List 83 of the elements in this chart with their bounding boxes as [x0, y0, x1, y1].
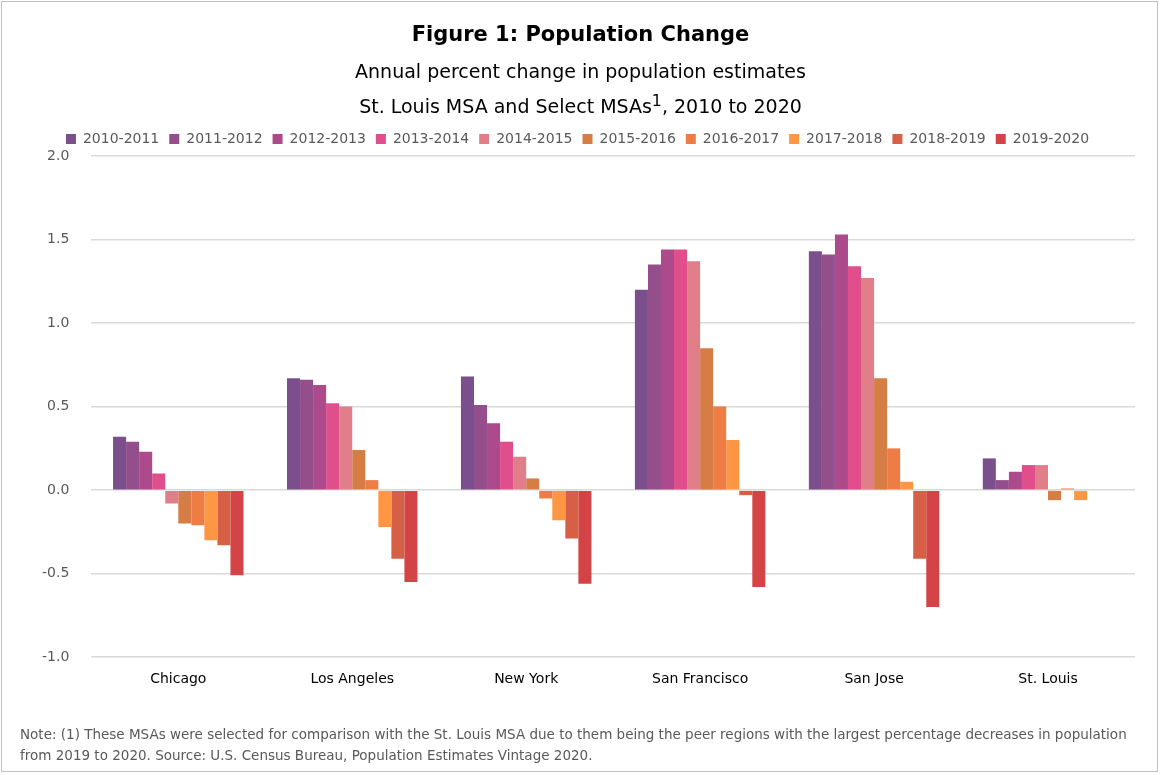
- bar: [565, 490, 579, 539]
- chart-title: Figure 1: Population Change: [410, 22, 751, 46]
- legend-label: 2018-2019: [909, 129, 986, 146]
- legend-label: 2013-2014: [392, 129, 470, 146]
- bar: [552, 490, 566, 521]
- bar: [391, 490, 405, 559]
- legend-label: 2016-2017: [702, 129, 780, 146]
- x-tick-label: Los Angeles: [310, 670, 395, 687]
- bar: [1008, 471, 1022, 490]
- bar: [191, 490, 205, 526]
- y-tick-label: 2.0: [47, 146, 70, 163]
- bar: [647, 264, 661, 490]
- x-tick-label: San Francisco: [652, 670, 749, 687]
- bar: [713, 406, 727, 490]
- legend-label: 2015-2016: [599, 129, 676, 146]
- legend-label: 2014-2015: [496, 129, 573, 146]
- legend-label: 2019-2020: [1012, 129, 1090, 146]
- y-tick-label: 0.5: [47, 397, 70, 414]
- bar: [217, 490, 231, 546]
- bar: [926, 490, 940, 608]
- legend-label: 2012-2013: [289, 129, 366, 146]
- bar: [700, 348, 714, 490]
- bar: [365, 480, 379, 490]
- bar: [404, 490, 418, 583]
- x-tick-label: St. Louis: [1018, 670, 1078, 687]
- bar: [874, 378, 888, 490]
- bar: [660, 249, 675, 490]
- bar: [339, 406, 353, 490]
- legend-label: 2010-2011: [82, 129, 160, 146]
- bar: [913, 490, 927, 559]
- bar: [113, 436, 127, 490]
- bar: [474, 404, 488, 490]
- bar: [352, 450, 366, 490]
- bar: [1074, 490, 1088, 501]
- y-tick-label: -1.0: [41, 647, 70, 664]
- bar: [126, 441, 140, 490]
- legend-label: 2017-2018: [806, 129, 883, 146]
- bar: [378, 490, 392, 527]
- bar: [752, 490, 766, 588]
- bar: [1034, 465, 1049, 490]
- bar: [513, 456, 527, 490]
- bar: [1021, 465, 1035, 490]
- bar: [995, 480, 1009, 490]
- bar: [834, 234, 848, 490]
- bar: [287, 378, 301, 490]
- y-tick-label: 1.0: [47, 313, 70, 330]
- bar: [808, 251, 822, 490]
- y-tick-label: 1.5: [47, 230, 70, 247]
- bar: [313, 384, 327, 490]
- legend-label: 2011-2012: [186, 129, 263, 146]
- bar: [230, 490, 244, 576]
- bar: [526, 478, 540, 490]
- x-tick-label: New York: [494, 670, 560, 687]
- bar: [139, 451, 153, 490]
- bar: [900, 481, 914, 490]
- bar: [460, 376, 474, 490]
- x-tick-label: San Jose: [844, 670, 904, 687]
- bar: [726, 440, 740, 490]
- y-tick-label: 0.0: [47, 480, 70, 497]
- bar: [739, 490, 753, 496]
- bar: [847, 266, 862, 490]
- bar: [204, 490, 218, 541]
- bar: [178, 490, 192, 524]
- chart-subtitle: Annual percent change in population estimates St. Louis MSA and Select MSAs$^{1}$, 2010 to 2020: [354, 59, 807, 120]
- y-tick-label: -0.5: [41, 564, 70, 581]
- x-tick-label: Chicago: [150, 670, 207, 687]
- bar: [300, 379, 314, 490]
- bar: [487, 423, 501, 490]
- bar: [861, 277, 875, 490]
- bar: [165, 490, 179, 504]
- bar: [674, 249, 688, 490]
- bar: [887, 448, 901, 490]
- bar: [500, 441, 514, 490]
- bar: [821, 254, 835, 490]
- bar: [982, 458, 996, 490]
- bar: [634, 289, 648, 490]
- bar: [539, 490, 553, 499]
- bar: [326, 403, 340, 490]
- bar: [687, 261, 701, 490]
- text: Note: (1) These MSAs were selected for comparison with the St. Louis MSA due to them being the peer regions with the largest percentage decreases in population from 2019 to 2020. Source: U.S. Census Bureau, Population Estimates Vintage 2020.: [20, 725, 1128, 765]
- bar: [1048, 490, 1062, 501]
- bar: [152, 473, 166, 490]
- bar: [578, 490, 592, 584]
